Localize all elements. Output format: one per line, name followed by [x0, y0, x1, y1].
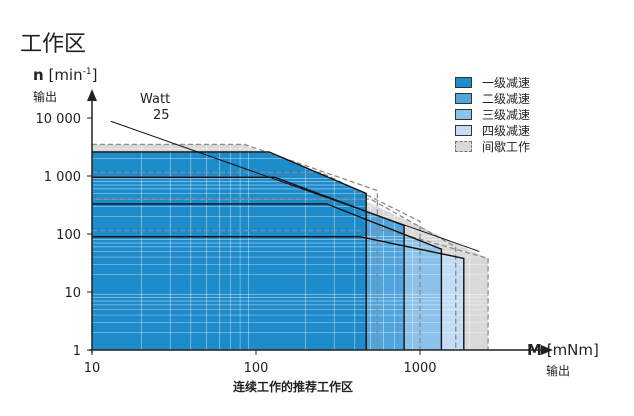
x-tick-label: 100: [244, 361, 269, 376]
legend: 一级减速 二级减速 三级减速 四级减速 间歇工作: [455, 74, 530, 154]
y-axis-symbol: n: [33, 66, 44, 84]
y-tick-label: 1 000: [44, 170, 81, 185]
intermittent-outline-1: [92, 143, 379, 350]
power-line-label: Watt: [140, 92, 170, 107]
x-axis-arrow: [541, 345, 553, 355]
legend-item-4: 四级减速: [455, 122, 530, 138]
legend-item-2: 二级减速: [455, 90, 530, 106]
series-boundary-stage-1: [92, 151, 367, 350]
x-tick-label: 1000: [403, 361, 436, 376]
x-axis-unit: [mNm]: [546, 341, 599, 359]
power-line: [110, 120, 480, 252]
x-axis-caption: 连续工作的推荐工作区: [233, 380, 354, 394]
series-boundary-stage-3: [92, 203, 443, 350]
y-tick-label: 10: [64, 286, 81, 301]
x-axis-label: M [mNm]: [527, 341, 599, 359]
x-tick-label: 10: [84, 361, 101, 376]
y-axis-unit: [min: [48, 66, 83, 84]
x-axis-symbol: M: [527, 341, 542, 359]
y-tick-label: 10 000: [36, 112, 82, 127]
legend-swatch-4: [455, 124, 472, 136]
legend-label-2: 二级减速: [482, 91, 531, 106]
series-area-stage-1: [92, 151, 367, 350]
series-boundary-stage-2: [92, 176, 405, 350]
legend-label-4: 四级减速: [482, 123, 531, 138]
power-line-value: 25: [153, 108, 170, 123]
legend-swatch-3: [455, 108, 472, 120]
legend-item-1: 一级减速: [455, 74, 530, 90]
legend-label-5: 间歇工作: [482, 139, 531, 154]
series-boundary-stage-4: [92, 235, 465, 350]
legend-label-3: 三级减速: [482, 107, 531, 122]
legend-label-1: 一级减速: [482, 75, 531, 90]
legend-item-3: 三级减速: [455, 106, 530, 122]
legend-swatch-5: [455, 140, 472, 152]
y-tick-label: 1: [73, 344, 81, 359]
page-title: 工作区: [20, 32, 87, 57]
intermittent-outline-3: [92, 198, 457, 350]
legend-item-5: 间歇工作: [455, 138, 530, 154]
y-axis-unit-close: ]: [91, 66, 98, 84]
intermittent-outline-4: [92, 229, 489, 350]
y-axis-unit-exponent: -1: [82, 67, 92, 77]
x-axis-sublabel: 输出: [546, 364, 571, 378]
y-axis-label: n [min-1]: [33, 66, 97, 84]
y-axis-arrow: [87, 89, 97, 101]
legend-swatch-2: [455, 92, 472, 104]
y-axis-sublabel: 输出: [33, 90, 58, 104]
legend-swatch-1: [455, 76, 472, 88]
intermittent-outline-2: [92, 171, 421, 350]
y-tick-label: 100: [56, 228, 81, 243]
